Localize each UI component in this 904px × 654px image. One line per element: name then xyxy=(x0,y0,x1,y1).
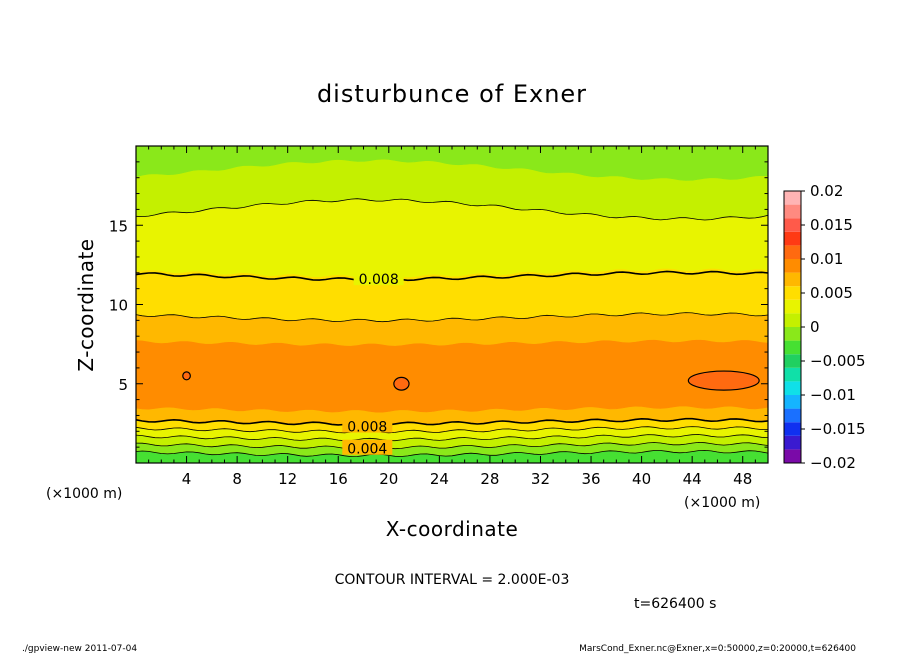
colorbar-tick-label: 0 xyxy=(810,318,820,336)
footer-left: ./gpview-new 2011-07-04 xyxy=(22,644,137,654)
colorbar-swatch xyxy=(784,191,801,205)
contour-label-bg-1 xyxy=(342,417,393,433)
x-tick-label: 28 xyxy=(480,470,499,488)
contour-max-2 xyxy=(687,370,760,391)
contour-label-0: 0.008 xyxy=(359,272,399,288)
colorbar-swatch xyxy=(784,286,801,300)
contour-line-1 xyxy=(135,441,769,450)
colorbar-tick-label: 0.01 xyxy=(810,250,843,268)
colorbar-swatch xyxy=(784,218,801,232)
colorbar-swatch xyxy=(784,272,801,287)
contour-line-3 xyxy=(135,426,769,434)
contour-lines xyxy=(135,198,769,458)
y-tick-label: 5 xyxy=(118,376,128,394)
x-tick-label: 32 xyxy=(531,470,550,488)
colorbar-tick-label: 0.005 xyxy=(810,284,853,302)
contour-line-7 xyxy=(135,198,769,221)
colorbar-tick-label: 0.02 xyxy=(810,182,843,200)
colorbar-swatch xyxy=(784,204,801,219)
x-unit-right: (×1000 m) xyxy=(684,495,760,511)
y-axis-ticks: 5 10 15 xyxy=(109,145,768,464)
colorbar-swatch xyxy=(784,449,801,463)
x-tick-label: 8 xyxy=(232,470,242,488)
colorbar-swatch xyxy=(784,408,801,423)
colorbar-tick-label: −0.01 xyxy=(810,386,856,404)
x-tick-label: 12 xyxy=(278,470,297,488)
contour-band-6 xyxy=(135,339,769,413)
x-tick-label: 48 xyxy=(733,470,752,488)
colorbar-swatch xyxy=(784,435,801,450)
colorbar-swatch xyxy=(784,245,801,259)
colorbar-swatch xyxy=(784,422,801,436)
x-tick-label: 36 xyxy=(581,470,600,488)
chart-title: disturbunce of Exner xyxy=(317,80,587,108)
y-axis-label: Z-coordinate xyxy=(74,238,98,371)
colorbar-swatch xyxy=(784,313,801,327)
x-tick-label: 4 xyxy=(182,470,192,488)
footer-right: MarsCond_Exner.nc@Exner,x=0:50000,z=0:20… xyxy=(579,644,856,654)
x-tick-label: 24 xyxy=(430,470,449,488)
x-unit-left: (×1000 m) xyxy=(46,486,122,502)
colorbar: 0.02 0.015 0.01 0.005 0 −0.005 −0.01 −0.015 −0.0… xyxy=(783,182,866,472)
contour-label-1: 0.008 xyxy=(347,420,387,436)
contour-line-6 xyxy=(135,270,769,282)
x-axis-ticks: 4 8 12 16 20 24 28 32 36 40 44 48 xyxy=(135,146,769,488)
y-tick-label: 15 xyxy=(109,217,128,235)
x-tick-label: 20 xyxy=(379,470,398,488)
time-text: t=626400 s xyxy=(634,596,716,612)
colorbar-swatch xyxy=(784,395,801,409)
contour-line-2 xyxy=(135,434,769,442)
contour-label-bg-2 xyxy=(342,439,393,455)
contour-field xyxy=(135,145,769,464)
colorbar-swatch xyxy=(784,340,801,355)
colorbar-swatch xyxy=(784,367,801,382)
contour-label-2: 0.004 xyxy=(347,442,387,458)
contour-line-0 xyxy=(135,449,769,458)
colorbar-swatch xyxy=(784,327,801,341)
contour-max-0 xyxy=(182,371,191,381)
colorbar-swatch xyxy=(784,259,801,273)
colorbar-tick-label: 0.015 xyxy=(810,216,853,234)
colorbar-tick-label: −0.015 xyxy=(810,420,866,438)
contour-interval-text: CONTOUR INTERVAL = 2.000E-03 xyxy=(335,572,570,588)
y-tick-label: 10 xyxy=(109,297,128,315)
x-axis-label: X-coordinate xyxy=(386,517,519,541)
contour-labels: 0.008 0.008 0.004 xyxy=(342,270,404,458)
x-tick-label: 40 xyxy=(632,470,651,488)
colorbar-tick-label: −0.005 xyxy=(810,352,866,370)
colorbar-swatch xyxy=(784,354,801,368)
contour-line-5 xyxy=(135,312,769,323)
colorbar-tick-label: −0.02 xyxy=(810,454,856,472)
x-tick-label: 44 xyxy=(683,470,702,488)
contour-line-4 xyxy=(135,417,769,426)
contour-label-bg-0 xyxy=(353,270,404,286)
colorbar-swatch xyxy=(784,299,801,314)
colorbar-swatch xyxy=(784,231,801,246)
colorbar-swatch xyxy=(784,381,801,395)
x-tick-label: 16 xyxy=(329,470,348,488)
contour-max-1 xyxy=(393,376,410,391)
